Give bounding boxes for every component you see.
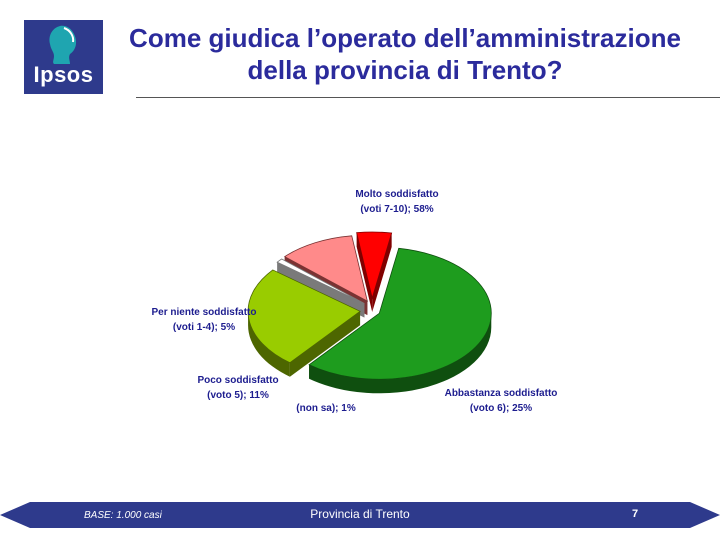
slice-label-0-line-1: Molto soddisfatto (355, 189, 438, 200)
slice-label-2-line-1: (non sa); 1% (296, 403, 356, 414)
slice-wall-4-1 (372, 233, 392, 313)
footer-bar (0, 502, 720, 528)
pie-slice-0 (308, 247, 492, 380)
footer-base-note: BASE: 1.000 casi (84, 510, 162, 521)
page-title: Come giudica l’operato dell’amministrazi… (100, 22, 710, 86)
slice-wall-4-0 (356, 232, 373, 313)
slice-rim-1-0 (248, 311, 290, 377)
slice-label-0-line-2: (voti 7-10); 58% (360, 204, 433, 215)
footer-shape (0, 502, 720, 528)
slice-label-1-line-2: (voto 6); 25% (470, 403, 532, 414)
pie-labels: Molto soddisfatto (voti 7-10); 58% Abbasta… (151, 189, 557, 414)
slice-label-4-line-2: (voti 1-4); 5% (173, 322, 235, 333)
title-line-1: Come giudica l’operato dell’amministrazi… (129, 23, 681, 53)
slice-wall-1-0 (289, 311, 361, 377)
slice-label-3-line-1: Poco soddisfatto (197, 375, 278, 386)
slice-rim-0-0 (309, 313, 492, 394)
title-divider (136, 97, 720, 98)
pie-slice-2 (276, 258, 365, 304)
pie-slice-1 (247, 269, 361, 364)
pie-slice-3 (283, 235, 368, 302)
footer-center-title: Provincia di Trento (310, 507, 410, 521)
pie-slices (247, 231, 492, 394)
slice-label-3-line-2: (voto 5); 11% (207, 390, 269, 401)
slice-label-4-line-1: Per niente soddisfatto (151, 307, 256, 318)
logo-text: Ipsos (33, 62, 94, 87)
pie-slice-4 (356, 231, 393, 300)
page-number: 7 (631, 508, 639, 520)
slice-label-1-line-1: Abbastanza soddisfatto (445, 388, 558, 399)
pie-chart: Molto soddisfatto (voti 7-10); 58% Abbasta… (151, 189, 557, 414)
title-line-2: della provincia di Trento? (247, 55, 563, 85)
ipsos-logo: Ipsos (24, 20, 103, 94)
profile-head-icon (49, 25, 77, 64)
